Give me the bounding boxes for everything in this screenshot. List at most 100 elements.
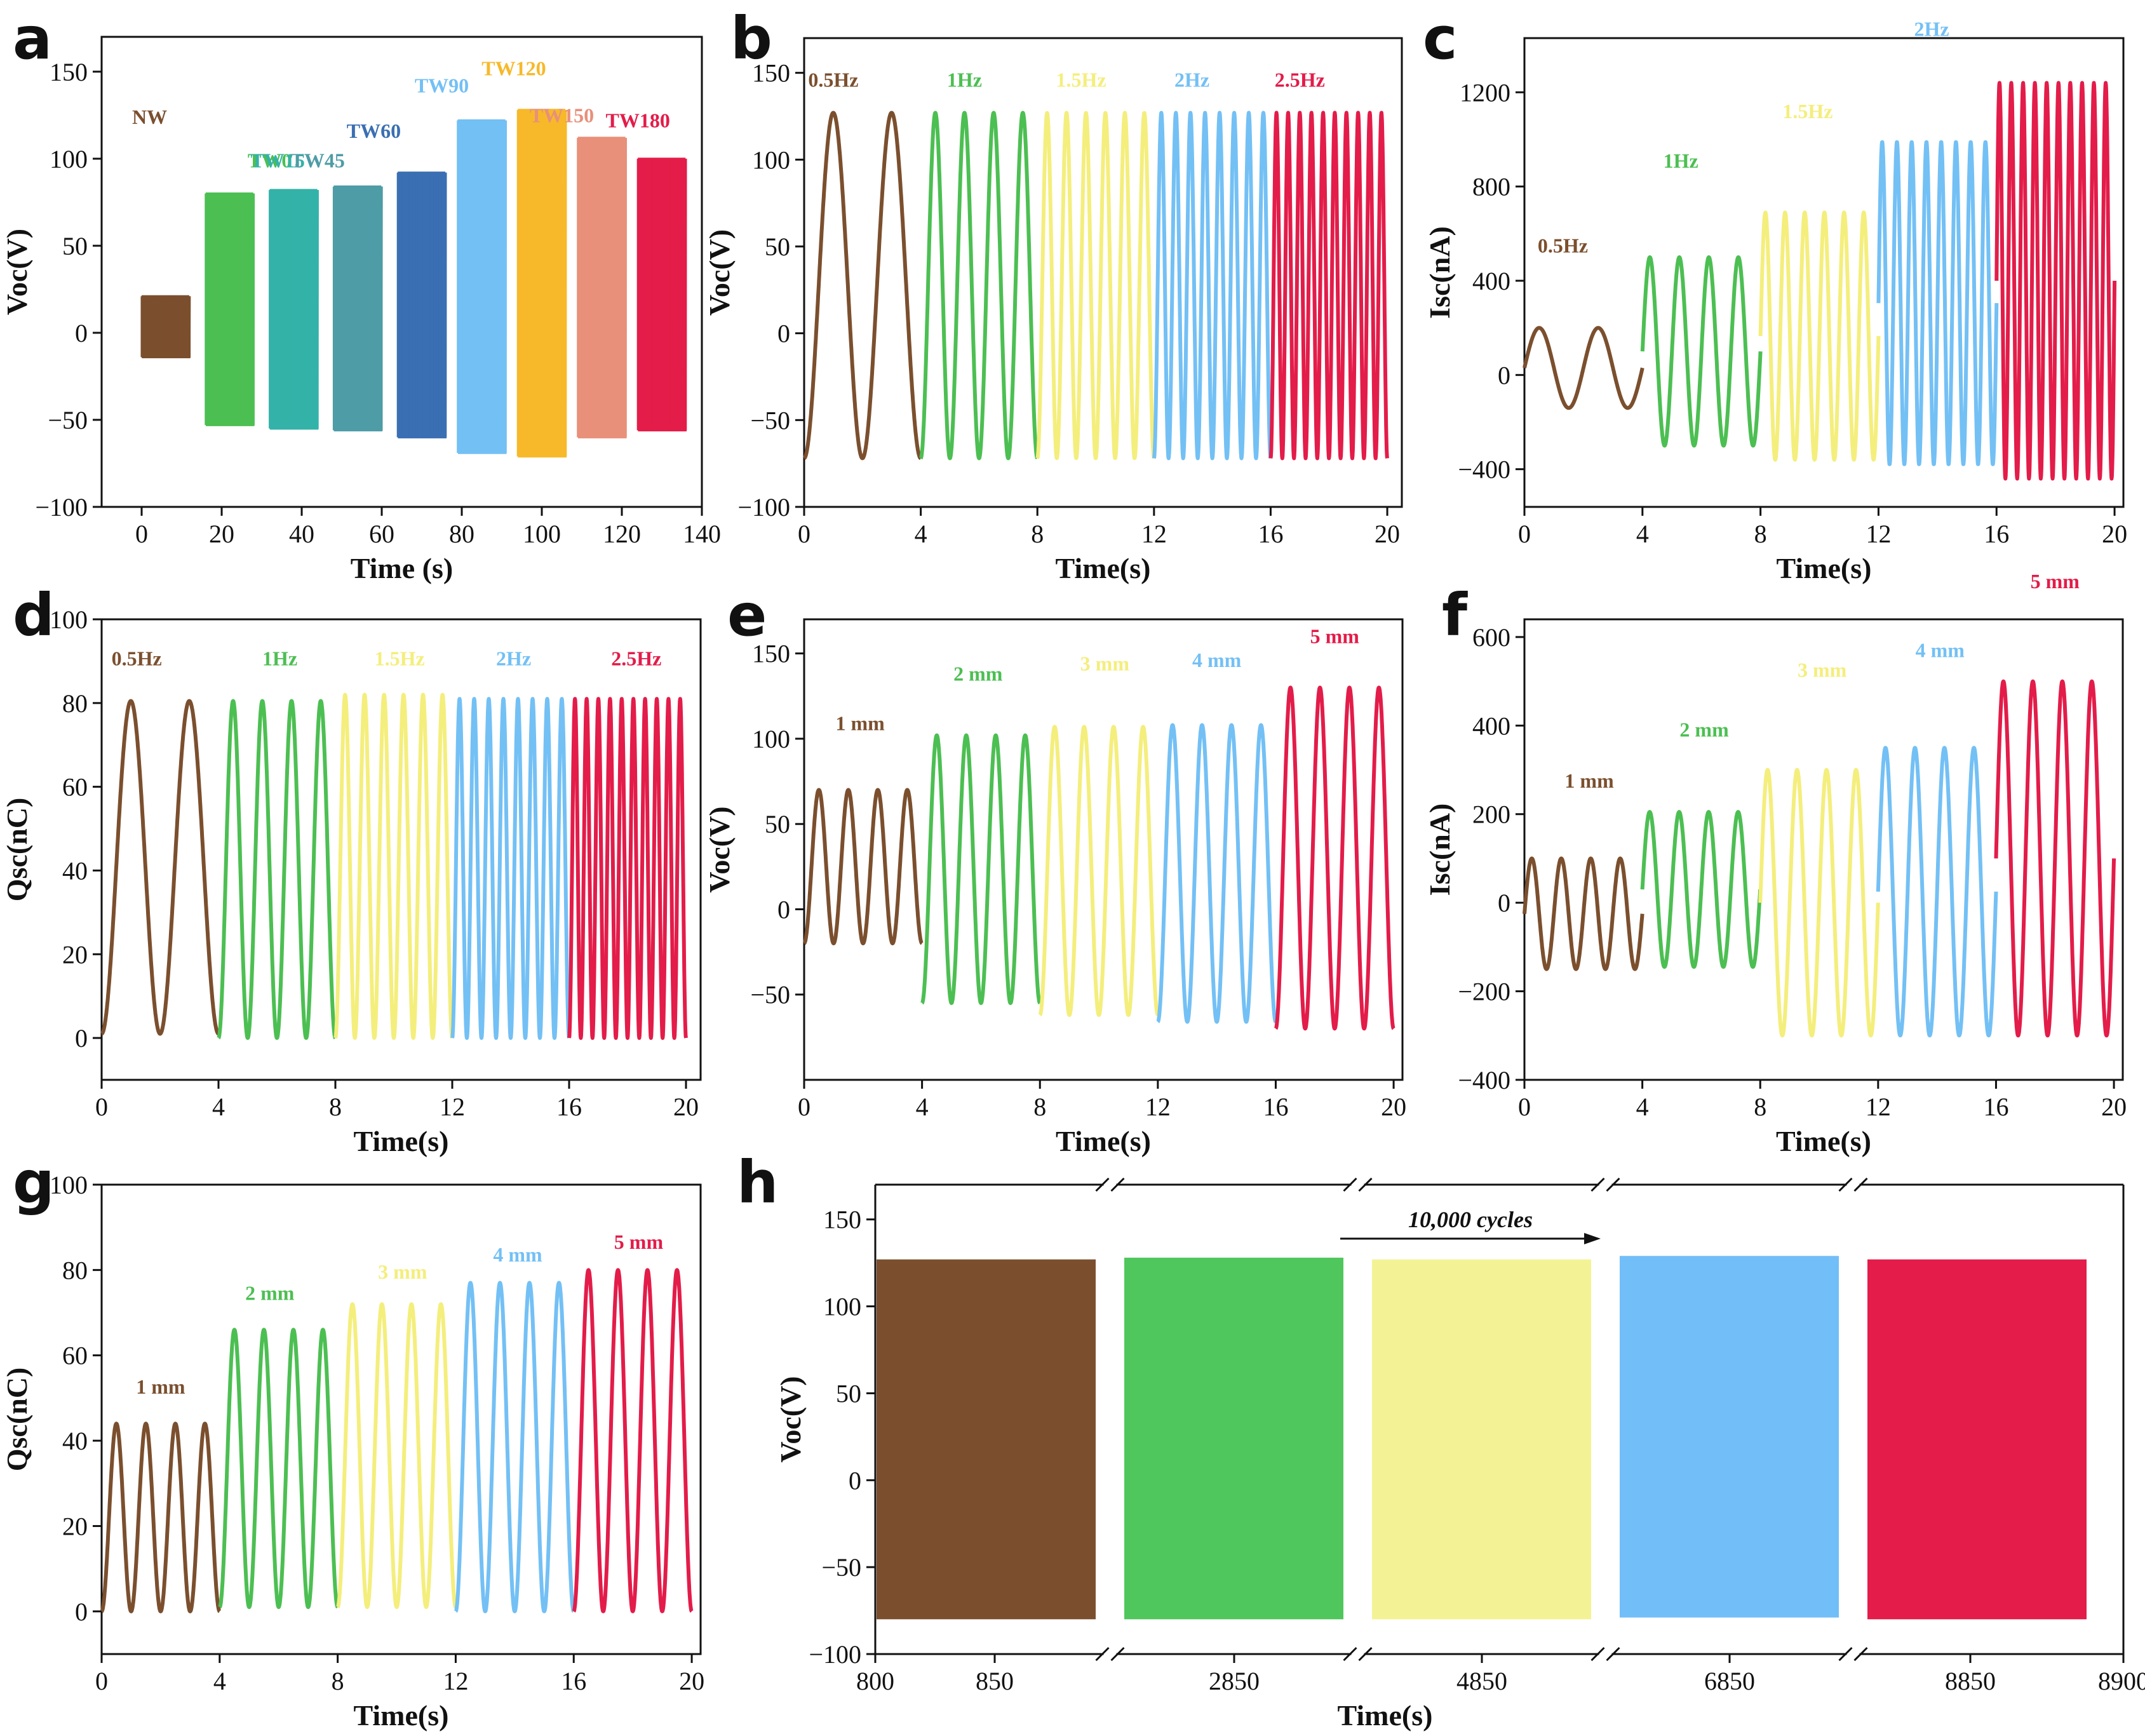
panel-b: b 0 4 8 12 16 20 −100 −50 0 50 100 150 Time(s) Voc(V) 0… [703, 4, 1403, 584]
axis-break-mark [1110, 1646, 1125, 1662]
series-line-0-5hz [802, 111, 923, 461]
y-tick-label: 100 [50, 145, 88, 173]
x-tick-label: 0 [798, 1093, 810, 1121]
axis-break-mark [1590, 1646, 1605, 1662]
series-line-1-mm [100, 1422, 222, 1613]
cycle-block-2 [1124, 1257, 1343, 1620]
panel-letter: a [13, 4, 52, 72]
x-tick-label: 0 [1518, 520, 1531, 548]
y-tick-label: 20 [62, 940, 88, 969]
y-tick-label: 0 [75, 1024, 88, 1053]
axis-break-mark [1606, 1177, 1620, 1192]
series-label: 0.5Hz [1538, 234, 1588, 257]
series-label: NW [132, 105, 167, 128]
y-tick-label: 800 [1472, 173, 1510, 201]
y-axis-label: Qsc(nC) [1, 1368, 33, 1472]
series-label: 1Hz [947, 69, 982, 91]
series-line-1-mm [1523, 856, 1644, 971]
y-tick-label: −100 [35, 493, 88, 521]
axis-break-mark [1095, 1646, 1110, 1662]
x-tick-label: 4 [916, 1093, 929, 1121]
x-axis-label: Time(s) [354, 1699, 449, 1732]
x-tick-label: 8 [1033, 1093, 1046, 1121]
y-axis-label: Qsc(nC) [1, 798, 33, 902]
y-tick-label: 20 [62, 1512, 88, 1540]
x-tick-label: 0 [135, 520, 148, 548]
series-label: 2Hz [1914, 17, 1949, 40]
y-axis-label: Isc(nA) [1423, 226, 1456, 319]
series-label: 2.5Hz [1275, 69, 1325, 91]
plot-frame [100, 36, 703, 508]
x-tick-label: 80 [449, 520, 474, 548]
panel-letter: f [1442, 581, 1468, 649]
y-tick-label: 0 [777, 320, 790, 348]
series-line-2-mm [218, 1328, 340, 1610]
y-tick-label: −50 [48, 406, 88, 434]
x-tick-label: 8850 [1945, 1667, 1996, 1695]
x-tick-label: 4850 [1456, 1667, 1507, 1695]
y-axis-label: Voc(V) [703, 806, 736, 892]
x-axis-label: Time(s) [1056, 552, 1151, 584]
panel-c: c 0 4 8 12 16 20 −400 0 400 800 1200 Time(s) Isc(nA) 0… [1423, 4, 2127, 584]
series-label: 4 mm [493, 1243, 542, 1266]
series-line-2-5hz [1994, 81, 2117, 481]
axis-break-mark [1343, 1177, 1357, 1192]
series-line-2hz [1152, 111, 1273, 461]
x-tick-label: 12 [443, 1667, 468, 1695]
x-tick-label: 0 [95, 1093, 108, 1121]
x-tick-label: 8900 [2098, 1667, 2145, 1695]
y-tick-label: −400 [1458, 455, 1510, 484]
series-line-2-5hz [1268, 111, 1389, 461]
plot-frame [1523, 37, 2125, 508]
x-tick-label: 8 [1754, 520, 1767, 548]
x-tick-label: 12 [1866, 1093, 1891, 1121]
series-label: 1 mm [136, 1375, 185, 1398]
x-tick-label: 4 [1636, 1093, 1649, 1121]
y-tick-label: 200 [1472, 800, 1510, 829]
series-label: 3 mm [378, 1260, 427, 1283]
y-tick-label: 100 [752, 725, 790, 753]
plot-frame [803, 618, 1404, 1081]
y-tick-label: −50 [821, 1553, 861, 1582]
y-tick-label: 0 [1498, 889, 1510, 917]
y-tick-label: −100 [737, 493, 790, 521]
x-axis-label: Time (s) [351, 552, 453, 584]
y-tick-label: 40 [62, 1427, 88, 1455]
series-line-5-mm [1274, 685, 1395, 1031]
x-tick-label: 16 [556, 1093, 582, 1121]
cycle-block-1 [877, 1259, 1096, 1620]
y-tick-label: 50 [765, 810, 790, 838]
x-tick-label: 4 [213, 1667, 226, 1695]
series-line-3-mm [336, 1302, 457, 1610]
plot-frame [803, 37, 1403, 508]
series-label: TW45 [291, 149, 345, 172]
y-tick-label: −50 [750, 406, 790, 434]
panel-letter: g [13, 1148, 55, 1216]
series-line-1-5hz [1758, 210, 1881, 462]
x-tick-label: 12 [440, 1093, 465, 1121]
plot-frame [1523, 618, 2124, 1081]
plot-frame [100, 1183, 702, 1655]
axis-break-mark [1343, 1646, 1357, 1662]
series-label: TW90 [415, 74, 469, 97]
series-label: 4 mm [1192, 649, 1242, 671]
y-tick-label: 600 [1472, 623, 1510, 652]
series-line-2-mm [1640, 810, 1763, 969]
series-label: TW60 [347, 119, 401, 142]
y-tick-label: 150 [823, 1206, 861, 1234]
series-label: 0.5Hz [112, 647, 162, 670]
series-label: TW150 [530, 104, 594, 126]
panel-g: g 0 4 8 12 16 20 0 20 40 60 80 100 Time(s) Qsc(nC) 1 mm… [1, 1148, 704, 1732]
series-label: TW0 [248, 149, 292, 172]
axis-break-mark [1358, 1177, 1373, 1192]
series-line-4-mm [454, 1281, 575, 1613]
y-tick-label: 400 [1472, 267, 1510, 295]
axis-break-mark [1606, 1646, 1620, 1662]
x-tick-label: 20 [673, 1093, 699, 1121]
cycle-block-3 [1372, 1259, 1591, 1620]
axis-break-mark [1838, 1646, 1853, 1662]
series-label: 2Hz [496, 647, 531, 670]
x-tick-label: 12 [1145, 1093, 1171, 1121]
x-tick-label: 8 [1031, 520, 1044, 548]
series-label: 1Hz [262, 647, 297, 670]
